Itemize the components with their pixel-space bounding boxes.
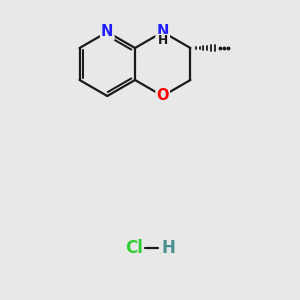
Text: N: N	[157, 25, 169, 40]
Text: Cl: Cl	[125, 239, 143, 257]
Text: O: O	[157, 88, 169, 104]
Text: H: H	[158, 34, 168, 47]
Text: H: H	[161, 239, 175, 257]
Text: N: N	[101, 25, 113, 40]
